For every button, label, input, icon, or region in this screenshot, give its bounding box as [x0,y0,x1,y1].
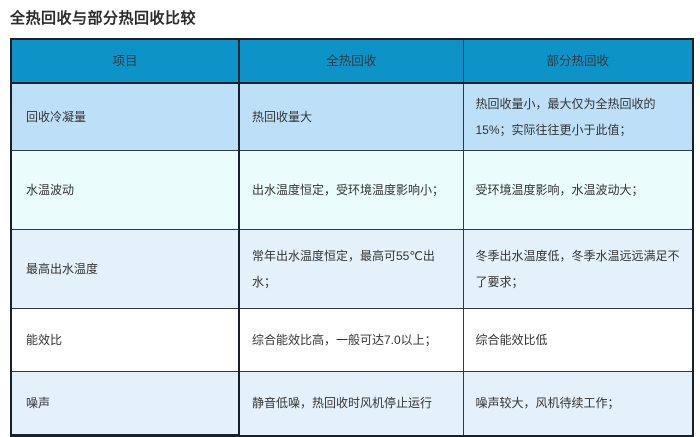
column-header-item: 项目 [10,38,240,84]
row-label-energy-efficiency-ratio: 能效比 [10,308,240,372]
page-root: 全热回收与部分热回收比较 项目 全热回收 部分热回收 回收冷凝量 热回收量大 热… [10,10,694,437]
row-label-condensate-recovery: 回收冷凝量 [10,82,240,151]
cell-full-max-outlet-temperature: 常年出水温度恒定，最高可55℃出水； [238,229,464,309]
table-row: 噪声 静音低噪，热回收时风机停止运行 噪声较大，风机待续工作； [10,371,694,437]
cell-partial-condensate-recovery: 热回收量小，最大仅为全热回收的15%；实际往往更小于此值； [462,82,694,151]
cell-full-water-temp-fluctuation: 出水温度恒定，受环境温度影响小； [238,150,464,230]
table-header: 项目 全热回收 部分热回收 [10,38,694,84]
cell-partial-max-outlet-temperature: 冬季出水温度低，冬季水温远远满足不了要求； [462,229,694,309]
table-header-row: 项目 全热回收 部分热回收 [10,38,694,84]
table-body: 回收冷凝量 热回收量大 热回收量小，最大仅为全热回收的15%；实际往往更小于此值… [10,82,694,437]
cell-full-energy-efficiency-ratio: 综合能效比高，一般可达7.0以上； [238,308,464,372]
cell-partial-water-temp-fluctuation: 受环境温度影响，水温波动大； [462,150,694,230]
column-header-full-heat-recovery: 全热回收 [238,38,464,84]
cell-full-noise: 静音低噪，热回收时风机停止运行 [238,371,464,436]
cell-full-condensate-recovery: 热回收量大 [238,82,464,151]
row-label-water-temp-fluctuation: 水温波动 [10,150,240,230]
column-header-partial-heat-recovery: 部分热回收 [462,38,694,84]
cell-partial-energy-efficiency-ratio: 综合能效比低 [462,308,694,372]
table-row: 水温波动 出水温度恒定，受环境温度影响小； 受环境温度影响，水温波动大； [10,150,694,230]
comparison-table-container: 项目 全热回收 部分热回收 回收冷凝量 热回收量大 热回收量小，最大仅为全热回收… [10,38,694,437]
comparison-table: 项目 全热回收 部分热回收 回收冷凝量 热回收量大 热回收量小，最大仅为全热回收… [10,38,694,437]
table-row: 回收冷凝量 热回收量大 热回收量小，最大仅为全热回收的15%；实际往往更小于此值… [10,82,694,151]
cell-partial-noise: 噪声较大，风机待续工作； [462,371,694,436]
table-row: 能效比 综合能效比高，一般可达7.0以上； 综合能效比低 [10,308,694,372]
row-label-noise: 噪声 [10,371,240,437]
row-label-max-outlet-temperature: 最高出水温度 [10,229,240,309]
page-title: 全热回收与部分热回收比较 [10,10,197,27]
table-row: 最高出水温度 常年出水温度恒定，最高可55℃出水； 冬季出水温度低，冬季水温远远… [10,229,694,309]
